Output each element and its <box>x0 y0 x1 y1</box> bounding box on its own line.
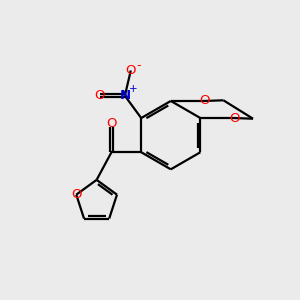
Text: O: O <box>106 117 117 130</box>
Text: O: O <box>71 188 82 201</box>
Text: O: O <box>229 112 240 124</box>
Text: O: O <box>126 64 136 77</box>
Text: +: + <box>129 84 137 94</box>
Text: O: O <box>200 94 210 107</box>
Text: N: N <box>119 89 130 102</box>
Text: -: - <box>137 58 141 72</box>
Text: O: O <box>94 89 105 102</box>
